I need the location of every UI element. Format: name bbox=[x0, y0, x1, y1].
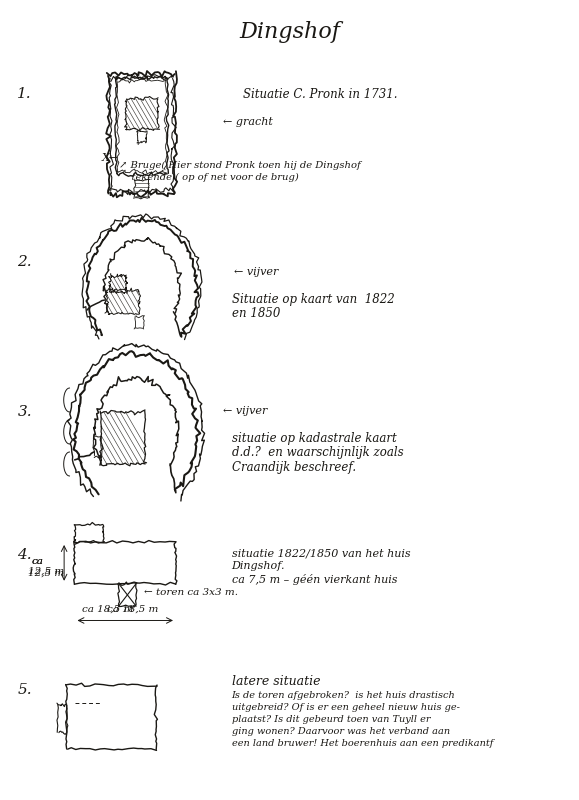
Text: X←: X← bbox=[101, 153, 119, 162]
Text: tekende ( op of net voor de brug): tekende ( op of net voor de brug) bbox=[119, 173, 298, 182]
Text: ← vijver: ← vijver bbox=[234, 267, 279, 277]
Text: ← gracht: ← gracht bbox=[223, 117, 273, 126]
Text: Dingshof: Dingshof bbox=[239, 21, 340, 43]
Text: Dingshof.: Dingshof. bbox=[232, 562, 285, 571]
Text: latere situatie: latere situatie bbox=[232, 675, 320, 688]
Text: 4.: 4. bbox=[17, 548, 32, 562]
Text: 12,5 m: 12,5 m bbox=[28, 568, 64, 578]
Text: Situatie C. Pronk in 1731.: Situatie C. Pronk in 1731. bbox=[243, 88, 398, 101]
Text: uitgebreid? Of is er een geheel nieuw huis ge-: uitgebreid? Of is er een geheel nieuw hu… bbox=[232, 703, 460, 713]
Text: ca 18,5 m: ca 18,5 m bbox=[82, 605, 133, 614]
Text: 3.: 3. bbox=[17, 405, 32, 419]
Text: een land bruwer! Het boerenhuis aan een predikantf: een land bruwer! Het boerenhuis aan een … bbox=[232, 739, 493, 749]
Text: 1.: 1. bbox=[17, 87, 32, 102]
Text: Situatie op kaart van  1822: Situatie op kaart van 1822 bbox=[232, 293, 394, 306]
Text: ca: ca bbox=[32, 557, 44, 566]
Text: 5.: 5. bbox=[17, 682, 32, 697]
Text: ca: ca bbox=[32, 557, 44, 566]
Text: ca 18,5 m: ca 18,5 m bbox=[107, 604, 159, 614]
Text: ↗ Bruge( Hier stond Pronk toen hij de Dingshof: ↗ Bruge( Hier stond Pronk toen hij de Di… bbox=[119, 161, 361, 170]
Text: ca 7,5 m – géén vierkant huis: ca 7,5 m – géén vierkant huis bbox=[232, 574, 397, 585]
Text: Is de toren afgebroken?  is het huis drastisch: Is de toren afgebroken? is het huis dras… bbox=[232, 691, 455, 701]
Text: plaatst? Is dit gebeurd toen van Tuyll er: plaatst? Is dit gebeurd toen van Tuyll e… bbox=[232, 715, 430, 725]
Text: Craandijk beschreef.: Craandijk beschreef. bbox=[232, 461, 356, 474]
Text: ← vijver: ← vijver bbox=[223, 406, 267, 416]
Text: situatie op kadastrale kaart: situatie op kadastrale kaart bbox=[232, 432, 397, 445]
Text: situatie 1822/1850 van het huis: situatie 1822/1850 van het huis bbox=[232, 549, 411, 558]
Text: 12,5 m: 12,5 m bbox=[28, 566, 64, 576]
Text: d.d.?  en waarschijnlijk zoals: d.d.? en waarschijnlijk zoals bbox=[232, 446, 403, 459]
Text: 2.: 2. bbox=[17, 255, 32, 270]
Text: ← toren ca 3x3 m.: ← toren ca 3x3 m. bbox=[144, 588, 237, 598]
Text: ging wonen? Daarvoor was het verband aan: ging wonen? Daarvoor was het verband aan bbox=[232, 727, 450, 737]
Text: en 1850: en 1850 bbox=[232, 307, 280, 320]
